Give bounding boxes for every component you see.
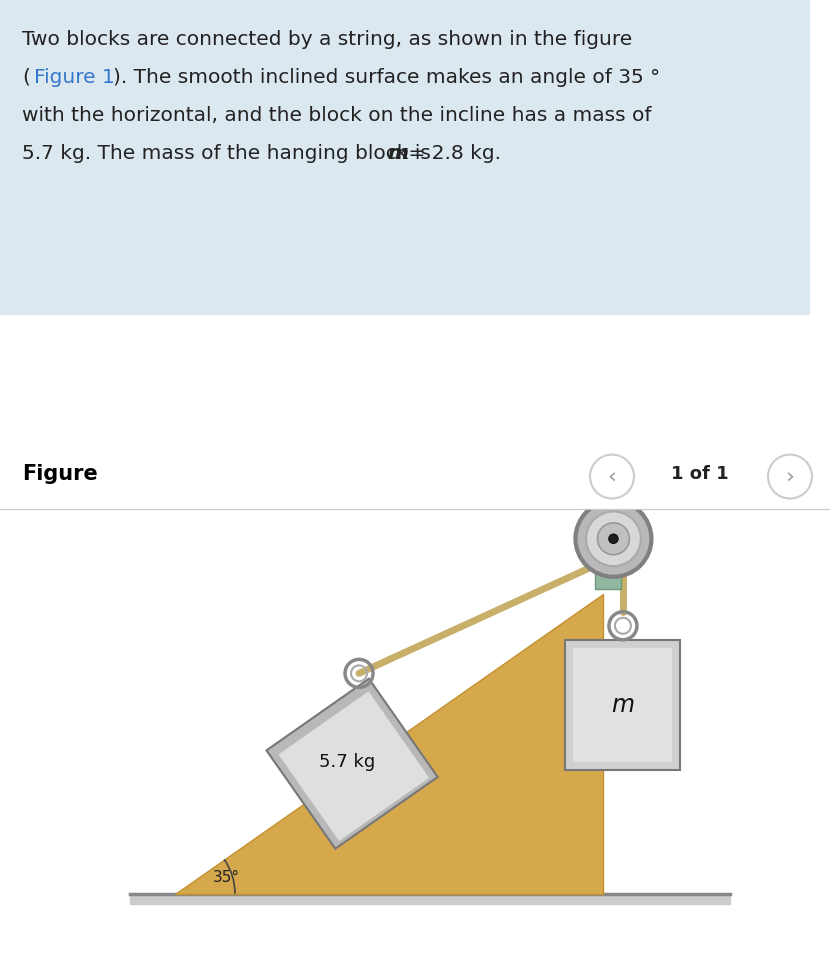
Text: = 2.8 kg.: = 2.8 kg. — [402, 143, 501, 163]
Text: m: m — [387, 143, 408, 163]
FancyBboxPatch shape — [0, 0, 810, 315]
Circle shape — [609, 534, 618, 543]
Text: (: ( — [22, 68, 30, 87]
Text: 35°: 35° — [213, 870, 240, 884]
Text: Two blocks are connected by a string, as shown in the figure: Two blocks are connected by a string, as… — [22, 30, 632, 49]
Circle shape — [586, 511, 641, 566]
Text: Figure 1: Figure 1 — [34, 68, 115, 87]
FancyBboxPatch shape — [574, 648, 672, 762]
Text: 5.7 kg: 5.7 kg — [319, 752, 375, 771]
Text: ›: › — [785, 467, 794, 487]
Text: Figure: Figure — [22, 464, 98, 484]
Circle shape — [575, 501, 652, 576]
Circle shape — [598, 523, 629, 554]
Text: ‹: ‹ — [608, 467, 617, 487]
Circle shape — [768, 455, 812, 498]
Text: ). The smooth inclined surface makes an angle of 35 °: ). The smooth inclined surface makes an … — [113, 68, 660, 87]
Text: m: m — [612, 693, 634, 717]
FancyBboxPatch shape — [565, 640, 681, 770]
Polygon shape — [266, 679, 437, 849]
Polygon shape — [278, 691, 429, 841]
Text: with the horizontal, and the block on the incline has a mass of: with the horizontal, and the block on th… — [22, 106, 652, 125]
Circle shape — [590, 455, 634, 498]
Polygon shape — [595, 567, 622, 589]
Text: 5.7 kg. The mass of the hanging block is: 5.7 kg. The mass of the hanging block is — [22, 143, 437, 163]
Text: 1 of 1: 1 of 1 — [671, 465, 729, 483]
Polygon shape — [175, 594, 603, 894]
